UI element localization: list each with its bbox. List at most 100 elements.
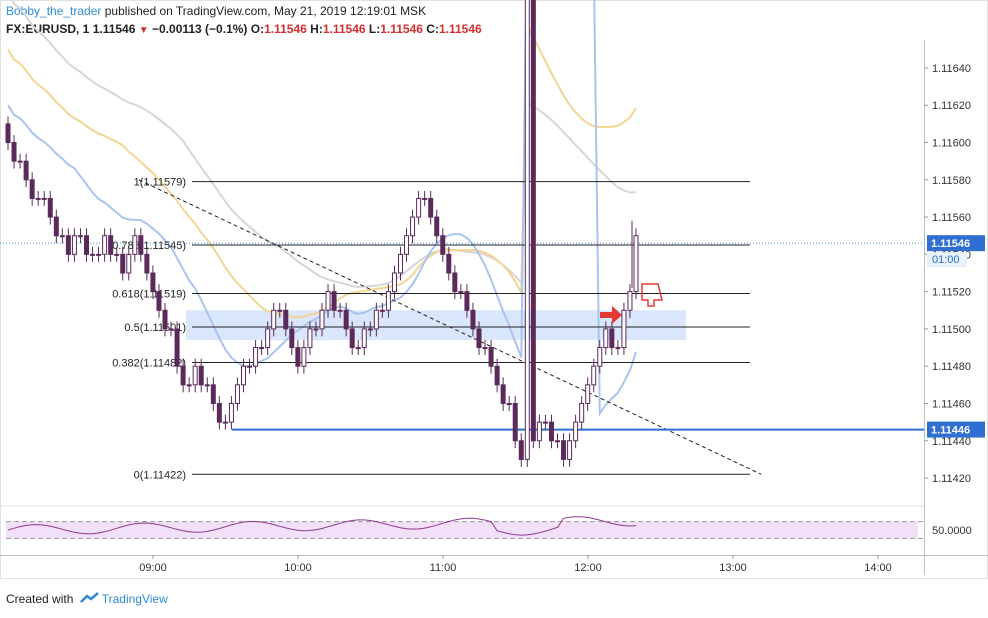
candle-body: [180, 365, 186, 386]
candle-body: [603, 328, 609, 349]
candle-body: [17, 160, 23, 163]
ma-mid-line: [7, 24, 637, 319]
price-tick-label: 1.11620: [932, 100, 971, 112]
close-label: C:: [426, 22, 439, 36]
price-tick-label: 1.11500: [932, 324, 971, 336]
tradingview-brand-link[interactable]: TradingView: [101, 592, 168, 606]
candle-body: [23, 160, 29, 181]
candle-body: [561, 440, 567, 460]
candle-body: [361, 328, 367, 349]
last-price: 1.11546: [92, 22, 136, 36]
down-arrow-icon: ▼: [138, 25, 149, 36]
candle-body: [301, 347, 307, 367]
candle-body: [11, 142, 17, 162]
ma-fast-line: [7, 0, 637, 417]
candle-body: [567, 440, 573, 460]
candle-body: [228, 402, 234, 423]
candle-body: [379, 309, 385, 312]
time-tick-label: 10:00: [284, 562, 312, 574]
candle-body: [434, 216, 440, 237]
close-value: 1.11546: [438, 22, 482, 36]
candle-body: [234, 384, 240, 404]
candle-body: [452, 272, 458, 293]
candle-body: [259, 347, 265, 350]
candle-body: [307, 328, 313, 349]
candle-body: [325, 291, 331, 311]
published-text: published on TradingView.com, May 21, 20…: [104, 4, 427, 18]
candle-body: [555, 440, 560, 443]
price-tick-label: 1.11580: [932, 175, 971, 187]
candle-body: [512, 402, 518, 442]
price-tick-label: 1.11600: [932, 138, 971, 150]
candle-body: [385, 291, 391, 311]
candle-body: [162, 309, 168, 330]
fib-level-label: 0.382(1.11482): [112, 357, 186, 369]
candle-body: [204, 384, 210, 387]
candle-body: [355, 347, 361, 350]
tradingview-logo-icon: [79, 592, 100, 607]
candle-body: [536, 421, 542, 442]
price-tick-label: 1.11440: [932, 436, 971, 448]
candle-body: [102, 235, 108, 255]
candle-body: [265, 328, 271, 349]
author-link[interactable]: Bobby_the_trader: [6, 4, 102, 18]
candle-body: [96, 253, 102, 256]
candle-body: [156, 291, 162, 311]
candle-body: [416, 197, 422, 218]
candle-body: [391, 272, 397, 293]
candle-body: [283, 309, 289, 330]
candle-body: [500, 384, 506, 404]
candle-body: [337, 309, 343, 312]
candle-body: [253, 347, 259, 367]
candle-body: [597, 347, 603, 367]
symbol-label: FX:EURUSD, 1: [6, 22, 90, 36]
candle-body: [132, 235, 138, 255]
candle-body: [609, 328, 615, 349]
price-tick-label: 1.11560: [932, 212, 971, 224]
candle-body: [542, 421, 548, 424]
candle-body: [373, 309, 379, 330]
candle-body: [446, 253, 452, 274]
created-with-text: Created with: [6, 592, 74, 606]
candle-body: [295, 347, 301, 367]
countdown-label: 01:00: [932, 254, 960, 266]
support-price-label: 1.11446: [931, 425, 970, 437]
symbol-info: FX:EURUSD, 1 1.11546 ▼ −0.00113 (−0.1%) …: [6, 22, 482, 36]
price-change: −0.00113 (−0.1%): [152, 22, 248, 36]
candle-body: [174, 328, 180, 367]
time-tick-label: 11:00: [430, 562, 457, 574]
candle-body: [633, 235, 639, 293]
candle-body: [331, 291, 337, 311]
candle-body: [84, 235, 89, 255]
fib-level-label: 0.618(1.11519): [112, 289, 186, 301]
candle-body: [138, 235, 144, 255]
candle-body: [41, 197, 47, 200]
price-tick-label: 1.11640: [932, 63, 971, 75]
rsi-line: [7, 516, 637, 536]
candle-body: [271, 309, 277, 330]
candle-body: [428, 197, 434, 218]
candle-body: [216, 402, 222, 423]
current-price-badge: [927, 235, 985, 252]
candle-body: [470, 309, 476, 330]
candle-body: [524, 0, 530, 460]
candle-body: [398, 253, 403, 274]
candle-body: [615, 347, 621, 350]
low-value: 1.11546: [380, 22, 423, 36]
price-tick-label: 1.11420: [932, 473, 971, 485]
high-label: H:: [310, 22, 323, 36]
candle-body: [126, 253, 132, 274]
candle-body: [410, 216, 416, 237]
red-arrow-icon: [600, 306, 622, 324]
fib-level-label: 0.786(1.11545): [112, 240, 186, 252]
candle-body: [422, 197, 428, 200]
candle-body: [343, 309, 349, 330]
candle-body: [222, 421, 228, 424]
candle-body: [168, 328, 174, 331]
open-label: O:: [250, 22, 265, 36]
support-price-badge: [927, 421, 985, 438]
candle-body: [367, 328, 373, 331]
thumbs-down-icon: [641, 283, 663, 307]
candle-body: [210, 384, 216, 404]
